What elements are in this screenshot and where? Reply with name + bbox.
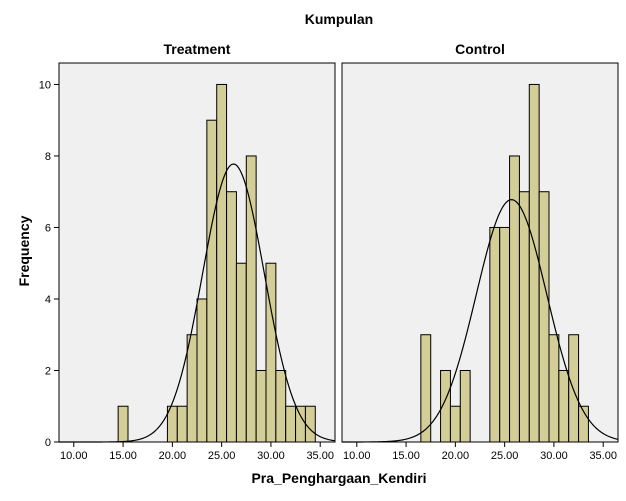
bar-treatment	[176, 405, 188, 443]
bar-control	[578, 405, 589, 443]
x-tick-label-treatment: 25.00	[208, 450, 236, 462]
x-tick-label-treatment: 30.00	[257, 450, 285, 462]
x-tick-label-control: 35.00	[589, 450, 617, 462]
chart-title: Kumpulan	[305, 11, 373, 27]
bar-control	[548, 334, 560, 443]
bar-control	[518, 191, 530, 443]
bar-control	[558, 369, 570, 443]
bar-control	[538, 191, 550, 443]
panels-group: 10.00 15.00 20.00 25.00 30.00 35.00 0 2 4 6 8 10 10.…	[39, 62, 619, 462]
bar-treatment	[275, 369, 287, 443]
bar-treatment	[226, 191, 237, 443]
bar-control	[449, 405, 461, 443]
bar-treatment	[216, 83, 228, 443]
bar-control	[459, 369, 471, 443]
panel-title-treatment: Treatment	[164, 41, 231, 57]
y-tick-label: 6	[45, 222, 51, 234]
normal-curve-treatment	[59, 163, 336, 443]
bar-treatment	[186, 334, 198, 443]
bar-treatment	[255, 369, 267, 443]
y-tick-label: 2	[45, 365, 51, 377]
x-tick-label-treatment: 15.00	[109, 450, 137, 462]
bar-treatment	[285, 405, 297, 443]
bar-treatment	[235, 262, 247, 443]
x-tick-label-treatment: 20.00	[159, 450, 187, 462]
y-tick-label: 8	[45, 151, 51, 163]
bar-treatment	[196, 298, 208, 443]
x-tick-label-control: 10.00	[343, 450, 371, 462]
bar-control	[528, 83, 540, 443]
x-axis-title: Pra_Penghargaan_Kendiri	[251, 470, 426, 486]
x-tick-label-treatment: 10.00	[60, 450, 88, 462]
x-tick-label-control: 25.00	[491, 450, 519, 462]
bar-treatment	[304, 405, 316, 443]
y-tick-label: 4	[45, 294, 51, 306]
bar-control	[499, 226, 511, 443]
x-tick-label-treatment: 35.00	[306, 450, 334, 462]
bar-treatment	[117, 405, 129, 443]
y-tick-label: 10	[39, 79, 51, 91]
y-tick-label: 0	[45, 437, 51, 449]
bar-treatment	[295, 405, 306, 443]
bar-treatment	[245, 155, 257, 443]
x-tick-label-control: 15.00	[392, 450, 420, 462]
normal-curve-control	[342, 199, 619, 443]
y-axis-title: Frequency	[16, 215, 32, 286]
bar-treatment	[206, 119, 218, 443]
bar-control	[489, 226, 501, 443]
x-tick-label-control: 20.00	[442, 450, 470, 462]
panel-title-control: Control	[455, 41, 505, 57]
bar-control	[509, 155, 520, 443]
bar-control	[420, 334, 432, 443]
x-tick-label-control: 30.00	[540, 450, 568, 462]
